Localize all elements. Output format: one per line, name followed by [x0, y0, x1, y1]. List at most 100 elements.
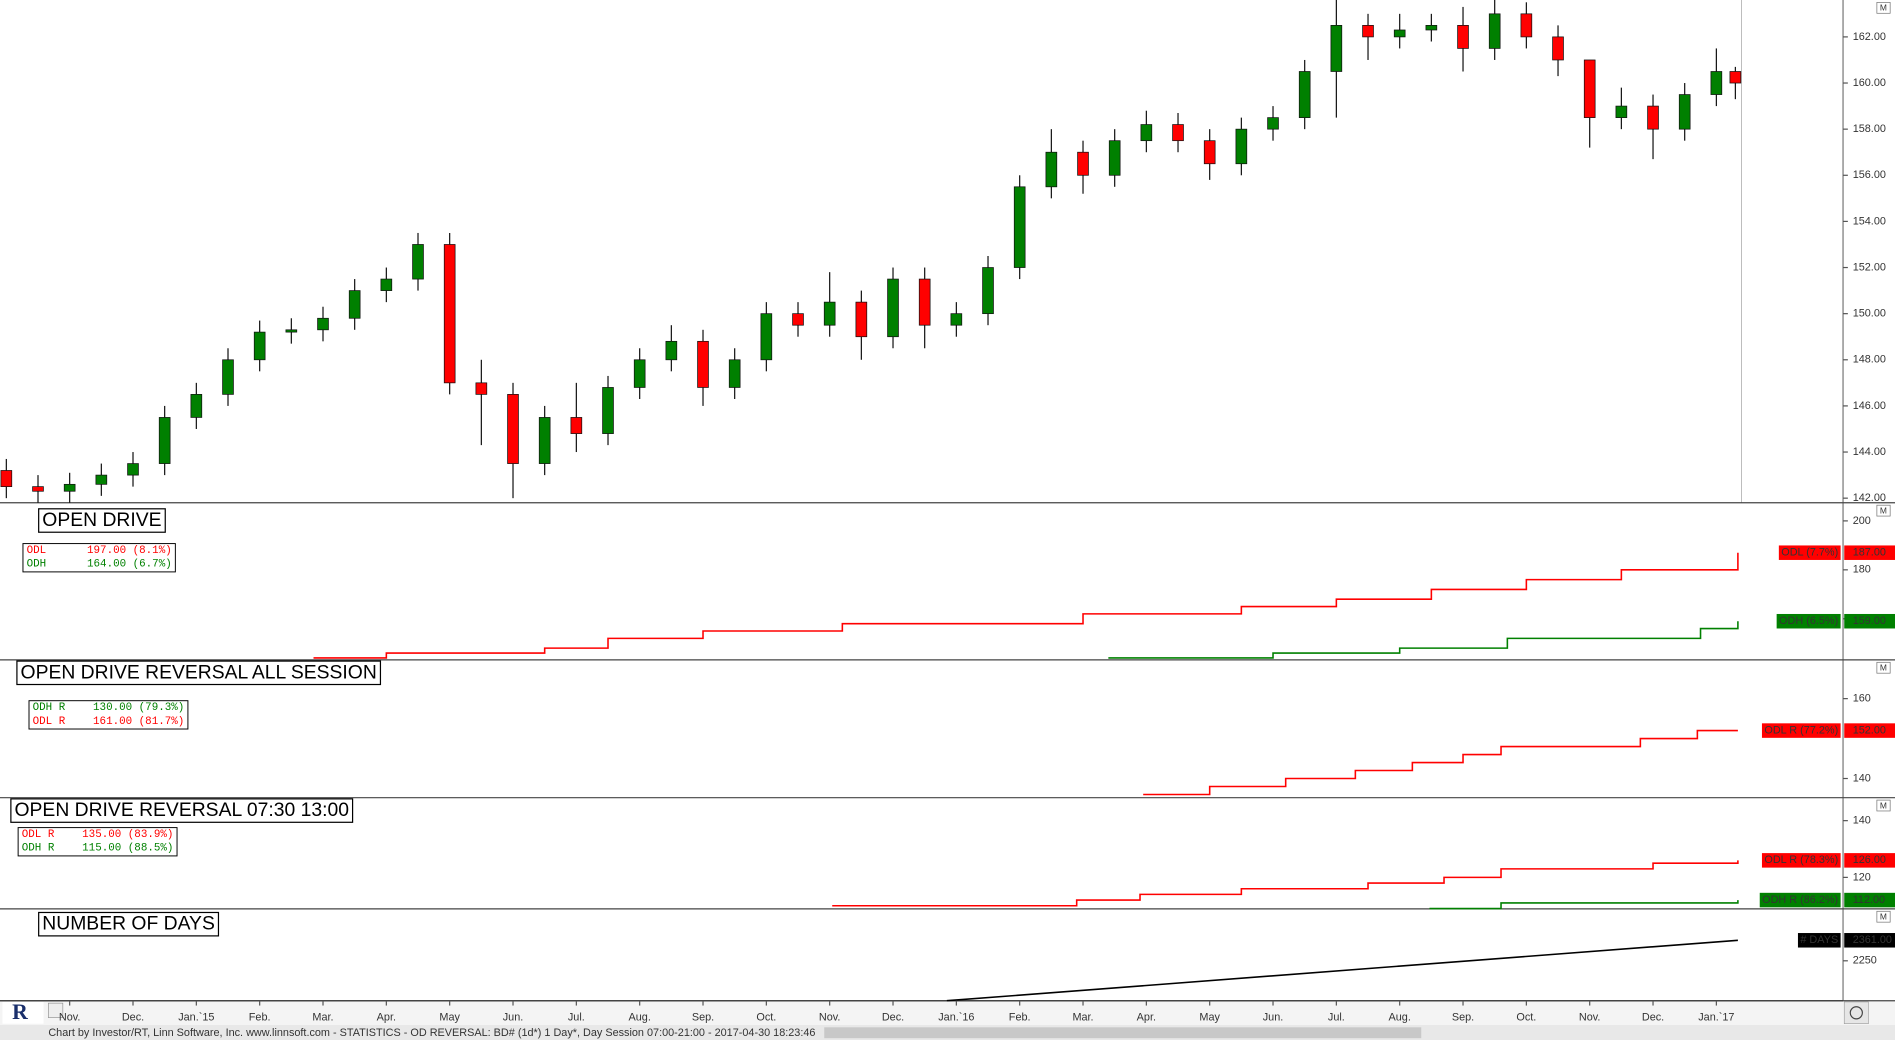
legend-value: 135.00 (83.9%): [82, 829, 173, 841]
legend: ODL R 135.00 (83.9%) ODH R 115.00 (88.5%): [22, 829, 174, 855]
end-tag-value-bg: [1844, 933, 1895, 948]
legend-value: 130.00 (79.3%): [93, 702, 184, 714]
x-tick-label: Jul.: [1328, 1012, 1345, 1024]
end-tag-value: 2361.00: [1853, 934, 1892, 946]
candle-body: [222, 359, 234, 395]
candle-body: [792, 313, 804, 326]
x-tick-label: Apr.: [377, 1012, 396, 1024]
end-tag-name-bg: [1776, 613, 1841, 629]
legend-box: [22, 543, 176, 573]
candle-body: [1583, 59, 1596, 118]
end-tag-value-bg: [1844, 853, 1895, 868]
candle-body: [887, 278, 899, 338]
y-tick-label: 154.00: [1853, 215, 1886, 227]
end-tag-value: 112.00: [1853, 894, 1885, 906]
series-line: [832, 860, 1739, 907]
candle-body: [63, 483, 76, 492]
candle-body: [317, 317, 329, 331]
candle-body: [1108, 140, 1121, 176]
end-tag-value-bg: [1844, 613, 1895, 629]
zoom-button[interactable]: [1843, 1001, 1869, 1024]
x-tick-label: May: [439, 1012, 460, 1024]
panel-menu-m: M: [1880, 505, 1887, 515]
candle-body: [507, 394, 519, 464]
y-tick-label: 146.00: [1853, 400, 1886, 412]
candle-body: [1457, 25, 1469, 49]
y-tick-label: 144.00: [1853, 446, 1886, 458]
candle-body: [1552, 36, 1564, 61]
y-tick-label: 2250: [1853, 955, 1877, 967]
x-tick-label: Feb.: [1009, 1012, 1031, 1024]
y-tick-label: 156.00: [1853, 169, 1886, 181]
x-tick-label: Nov.: [59, 1012, 81, 1024]
end-tag-name-bg: [1797, 933, 1841, 948]
end-tag-name: ODH R (86.2%): [1762, 894, 1838, 906]
legend-value: 197.00 (8.1%): [87, 545, 172, 557]
candle-body: [1203, 140, 1216, 165]
panel-title: OPEN DRIVE REVERSAL ALL SESSION: [21, 662, 377, 683]
candle-body: [1678, 94, 1691, 130]
candle-body: [1425, 25, 1438, 31]
x-tick-label: Feb.: [249, 1012, 271, 1024]
candle-body: [1298, 71, 1311, 118]
legend-name: ODH R: [33, 702, 66, 714]
candle-body: [95, 474, 108, 485]
candle-body: [602, 387, 614, 434]
candle-body: [380, 278, 393, 291]
series-line: [1429, 900, 1739, 910]
candle-body: [728, 359, 741, 388]
y-tick-label: 180: [1853, 564, 1871, 576]
end-tag-value-bg: [1844, 723, 1895, 738]
candle-body: [1647, 105, 1659, 130]
candle-body: [1330, 25, 1343, 72]
candle-body: [443, 244, 456, 384]
y-tick-label: 200: [1853, 515, 1871, 527]
candle-body: [1172, 124, 1184, 142]
x-tick-label: Mar.: [1072, 1012, 1093, 1024]
x-tick-label: Jun.: [1263, 1012, 1284, 1024]
series-line: [313, 552, 1739, 659]
series-line: [946, 939, 1738, 1002]
end-tag-name: ODL (7.7%): [1781, 547, 1838, 559]
candle-body: [1520, 13, 1533, 38]
y-tick-label: 162.00: [1853, 31, 1886, 43]
candle-body: [158, 417, 171, 464]
candle-body: [348, 290, 361, 319]
x-tick-label: Jun.: [503, 1012, 524, 1024]
x-tick-label: Oct.: [1516, 1012, 1536, 1024]
panel: M 142.00 144.00 146.00 148.00 150.00 152.00 154…: [0, 0, 1895, 504]
candle-body: [950, 313, 963, 326]
panel-menu-m: M: [1880, 912, 1887, 922]
time-axis: [0, 1000, 1895, 1025]
panel-title: NUMBER OF DAYS: [42, 914, 215, 935]
candle-body: [1710, 71, 1723, 95]
panel: M 140 160 OPEN DRIVE REVERSAL ALL SESSION OD…: [0, 660, 1895, 799]
end-tag-value: 159.00: [1853, 615, 1886, 627]
zoom-icon: [1849, 1006, 1863, 1020]
candle-body: [570, 417, 583, 434]
series-line: [1108, 621, 1739, 659]
panel-title-box: [38, 911, 220, 937]
legend-value: 164.00 (6.7%): [87, 559, 172, 571]
x-tick-label: Dec.: [882, 1012, 904, 1024]
end-tag-value: 187.00: [1853, 547, 1886, 559]
candle-body: [1615, 105, 1628, 118]
candle-body: [1393, 29, 1406, 38]
x-tick-label: Nov.: [819, 1012, 841, 1024]
panel: M 120 140 OPEN DRIVE REVERSAL 07:30 13:00 OD…: [0, 798, 1895, 910]
candle-body: [982, 267, 994, 315]
panel-title: OPEN DRIVE: [42, 510, 161, 531]
dropdown[interactable]: [48, 1002, 64, 1018]
y-tick-label: 140: [1853, 815, 1871, 827]
logo[interactable]: [2, 1001, 44, 1024]
x-tick-label: Mar.: [312, 1012, 333, 1024]
panel-menu: [1876, 661, 1891, 674]
panel-title-box: [38, 508, 166, 533]
scrollbar-thumb[interactable]: [824, 1027, 1422, 1039]
candle-body: [633, 359, 646, 388]
panel-menu: [1876, 504, 1891, 517]
candle-body: [823, 301, 836, 326]
candle-body: [475, 382, 488, 395]
